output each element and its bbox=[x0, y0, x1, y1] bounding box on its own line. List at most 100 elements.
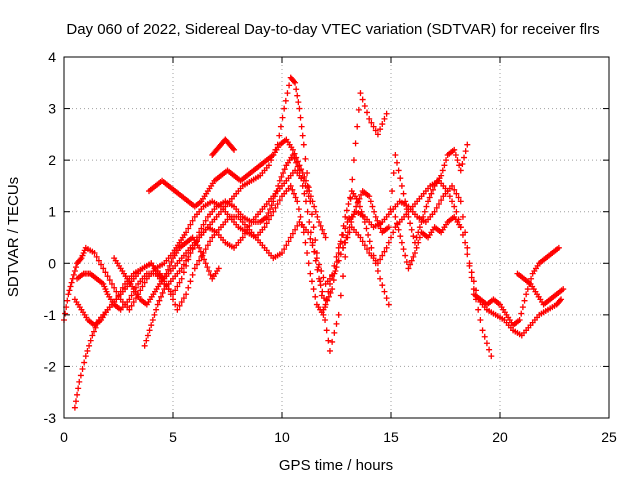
data-point bbox=[383, 244, 390, 251]
data-point bbox=[337, 251, 344, 258]
data-point bbox=[265, 210, 272, 217]
x-axis-label: GPS time / hours bbox=[279, 457, 393, 474]
data-point bbox=[310, 286, 317, 293]
data-point bbox=[294, 198, 301, 205]
data-point bbox=[126, 306, 133, 313]
y-tick-label: 2 bbox=[48, 152, 56, 168]
data-point bbox=[72, 398, 79, 405]
data-point bbox=[364, 246, 371, 253]
data-point bbox=[347, 194, 354, 201]
data-point bbox=[359, 96, 366, 103]
data-point bbox=[87, 337, 94, 344]
data-point bbox=[379, 121, 386, 128]
data-point bbox=[196, 257, 203, 264]
data-point bbox=[381, 115, 388, 122]
data-point bbox=[141, 279, 148, 286]
data-point bbox=[393, 220, 400, 227]
y-tick-label: 4 bbox=[48, 49, 56, 65]
data-point bbox=[320, 274, 327, 281]
data-point bbox=[521, 297, 528, 304]
data-point bbox=[361, 219, 368, 226]
data-point bbox=[367, 198, 374, 205]
series-track-5 bbox=[141, 167, 314, 349]
data-point bbox=[389, 188, 396, 195]
data-point bbox=[98, 261, 105, 268]
data-point bbox=[361, 102, 368, 109]
data-point bbox=[345, 200, 352, 207]
data-point bbox=[374, 131, 381, 138]
data-point bbox=[415, 239, 422, 246]
data-point bbox=[346, 224, 353, 231]
data-point bbox=[323, 327, 330, 334]
data-point bbox=[377, 256, 384, 263]
data-point bbox=[333, 264, 340, 271]
data-point bbox=[400, 190, 407, 197]
data-point bbox=[407, 220, 414, 227]
data-point bbox=[67, 283, 74, 290]
data-point bbox=[479, 327, 486, 334]
data-point bbox=[292, 194, 299, 201]
data-point bbox=[201, 256, 208, 263]
data-point bbox=[296, 162, 303, 169]
data-point bbox=[397, 175, 404, 182]
data-point bbox=[91, 249, 98, 256]
data-point bbox=[310, 224, 317, 231]
data-point bbox=[283, 242, 290, 249]
data-point bbox=[309, 198, 316, 205]
data-point bbox=[172, 287, 179, 294]
data-point bbox=[106, 277, 113, 284]
data-point bbox=[364, 109, 371, 116]
data-point bbox=[246, 222, 253, 229]
data-point bbox=[451, 203, 458, 210]
data-point bbox=[71, 268, 78, 275]
series-track-4 bbox=[71, 177, 495, 360]
data-point bbox=[324, 297, 331, 304]
data-point bbox=[524, 286, 531, 293]
data-point bbox=[346, 215, 353, 222]
data-point bbox=[320, 230, 327, 237]
data-point bbox=[357, 234, 364, 241]
data-point bbox=[132, 295, 139, 302]
data-point bbox=[398, 182, 405, 189]
data-point bbox=[267, 206, 274, 213]
data-point bbox=[276, 132, 283, 139]
data-point bbox=[68, 279, 75, 286]
data-point bbox=[331, 329, 338, 336]
data-point bbox=[383, 295, 390, 302]
data-point bbox=[462, 239, 469, 246]
data-point bbox=[144, 332, 151, 339]
data-point bbox=[71, 404, 78, 411]
data-point bbox=[111, 284, 118, 291]
data-point bbox=[369, 203, 376, 210]
x-tick-label: 20 bbox=[492, 429, 508, 445]
data-point bbox=[425, 198, 432, 205]
data-point bbox=[311, 248, 318, 255]
data-point bbox=[429, 186, 436, 193]
data-point bbox=[516, 317, 523, 324]
data-point bbox=[185, 253, 192, 260]
data-point bbox=[108, 280, 115, 287]
data-point bbox=[187, 278, 194, 285]
data-point bbox=[76, 378, 83, 385]
data-point bbox=[475, 306, 482, 313]
data-point bbox=[407, 261, 414, 268]
data-point bbox=[244, 226, 251, 233]
data-point bbox=[278, 173, 285, 180]
data-point bbox=[306, 188, 313, 195]
series-track-8 bbox=[111, 234, 222, 308]
data-point bbox=[385, 301, 392, 308]
data-point bbox=[316, 261, 323, 268]
data-point bbox=[470, 286, 477, 293]
data-point bbox=[128, 292, 135, 299]
data-point bbox=[372, 213, 379, 220]
data-point bbox=[81, 359, 88, 366]
data-point bbox=[558, 296, 565, 303]
data-point bbox=[320, 295, 327, 302]
data-point bbox=[330, 277, 337, 284]
data-point bbox=[291, 150, 298, 157]
data-point bbox=[374, 217, 381, 224]
data-point bbox=[158, 293, 165, 300]
data-point bbox=[302, 239, 309, 246]
data-point bbox=[292, 79, 299, 86]
data-point bbox=[100, 265, 107, 272]
